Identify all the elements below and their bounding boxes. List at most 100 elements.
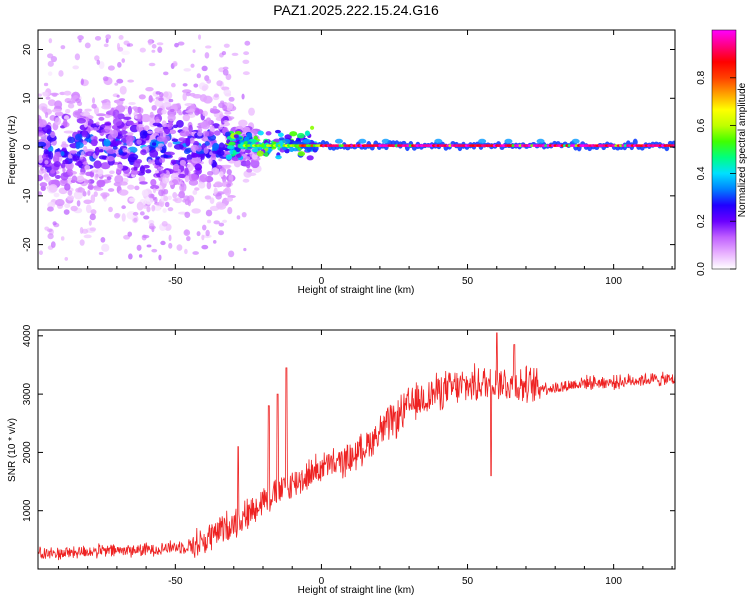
spectrogram-cell	[226, 145, 235, 150]
spectrogram-cell	[401, 140, 407, 146]
spectrogram-cell	[138, 124, 145, 128]
figure-title: PAZ1.2025.222.15.24.G16	[273, 2, 439, 18]
spectrogram-cell	[98, 61, 105, 69]
spectrogram-cell	[222, 219, 228, 223]
spectrogram-cell	[47, 71, 53, 76]
spectrogram-cell	[186, 154, 193, 161]
spectrogram-cell	[162, 176, 170, 184]
spectrogram-cell	[233, 134, 239, 139]
spectrogram-cell	[152, 187, 157, 194]
spectrogram-cell	[79, 226, 84, 234]
spectrogram-cell	[122, 147, 128, 153]
spectrogram-cell	[172, 163, 180, 172]
spectrogram-cell	[103, 138, 111, 147]
spectrogram-cell	[114, 82, 119, 86]
spectrogram-cell	[204, 45, 212, 49]
spectrogram-cell	[164, 201, 170, 208]
spectrogram-cell	[71, 175, 78, 183]
spectrogram-cell	[128, 101, 136, 105]
spectrogram-cell	[64, 183, 71, 191]
spectrogram-cell	[47, 53, 54, 59]
spectrogram-cell	[194, 187, 200, 191]
colorbar-ticks: 0.0 0.2 0.4 0.6 0.8	[696, 70, 736, 276]
spectrogram-cell	[155, 118, 161, 123]
spectrogram-cell	[143, 164, 150, 169]
spectrogram-cell	[98, 155, 107, 160]
spectrogram-cell	[39, 182, 48, 188]
spectrogram-cell	[232, 149, 237, 156]
spectrogram-cell	[178, 173, 186, 179]
spectrogram-cell	[218, 158, 223, 162]
spectrogram-cell	[126, 121, 135, 126]
spectrogram-cell	[94, 173, 99, 181]
spectrogram-cell	[199, 173, 208, 183]
spectrogram-cell	[104, 125, 111, 133]
spectrogram-cell	[179, 159, 187, 166]
spectrogram-cell	[121, 58, 126, 63]
spectrogram-cell	[158, 97, 164, 102]
spectrogram-cell	[213, 240, 217, 244]
spectrogram-cell	[310, 125, 315, 130]
spectrogram-cell	[38, 119, 48, 128]
spectrogram-cell	[306, 155, 314, 161]
spectrogram-cell	[112, 146, 118, 150]
spectrogram-cell	[38, 141, 47, 148]
spectrogram-cell	[138, 175, 146, 183]
spectrogram-cell	[201, 85, 208, 92]
spectrogram-cell	[155, 170, 160, 174]
spectrogram-cell	[51, 93, 58, 97]
spectrogram-cell	[70, 205, 78, 212]
spectrogram-cell	[66, 195, 75, 201]
spectrogram-cell	[145, 146, 150, 154]
spectrogram-cell	[76, 200, 81, 207]
spectrogram-cell	[43, 148, 49, 155]
spectrogram-cell	[87, 185, 94, 190]
spectrogram-cell	[197, 131, 203, 137]
y-tick-label: 3000	[22, 383, 33, 406]
spectrogram-cell	[167, 142, 173, 148]
spectrogram-cell	[127, 79, 135, 83]
spectrogram-cell	[54, 117, 61, 126]
spectrogram-cell	[202, 110, 208, 117]
spectrogram-cell	[72, 155, 80, 161]
spectrogram-cell	[192, 251, 199, 255]
spectrogram-cell	[51, 108, 62, 113]
spectrogram-cell	[83, 145, 88, 153]
spectrogram-cell	[248, 107, 255, 116]
spectrogram-cell	[133, 217, 138, 222]
spectrogram-cell	[183, 195, 190, 201]
spectrogram-cell	[275, 129, 281, 134]
spectrogram-cell	[161, 220, 168, 227]
spectrogram-cell	[182, 114, 191, 122]
x-tick-label: 0	[319, 276, 325, 287]
spectrogram-cell	[44, 160, 49, 165]
spectrogram-cell	[89, 213, 96, 221]
spectrogram-cell	[167, 195, 172, 201]
spectrogram-cell	[302, 138, 311, 144]
spectrogram-cell	[99, 149, 104, 153]
spectrogram-cell	[251, 148, 259, 153]
spectrogram-cell	[243, 51, 250, 56]
spectrogram-cell	[225, 131, 231, 138]
spectrogram-cell	[157, 143, 165, 147]
y-tick-label: 0	[22, 144, 33, 150]
spectrogram-cell	[127, 43, 134, 47]
spectrogram-cell	[38, 132, 44, 136]
spectrogram-cell	[136, 201, 144, 211]
spectrogram-cell	[504, 138, 513, 144]
spectrogram-cell	[244, 40, 251, 46]
spectrogram-cell	[204, 195, 212, 200]
spectrogram-cell	[98, 251, 104, 256]
spectrogram-cell	[282, 138, 291, 144]
spectrogram-cell	[119, 130, 128, 135]
spectrogram-cell	[334, 138, 343, 144]
spectrogram-cell	[106, 149, 117, 154]
spectrogram-cell	[295, 137, 301, 142]
spectrogram-cell	[219, 171, 224, 178]
spectrogram-cell	[159, 132, 167, 139]
spectrogram-cell	[90, 139, 98, 147]
spectrogram-cell	[155, 91, 161, 95]
spectrogram-cell	[209, 197, 215, 204]
spectrogram-cell	[84, 179, 91, 184]
spectrogram-cell	[185, 130, 192, 137]
